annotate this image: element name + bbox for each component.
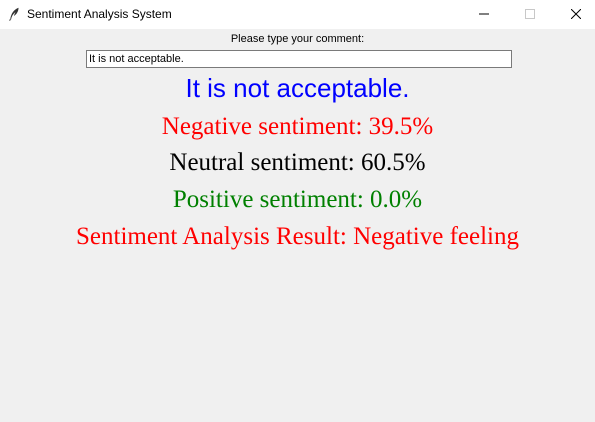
positive-sentiment-label: Positive sentiment: 0.0% [0, 185, 595, 215]
minimize-button[interactable] [461, 0, 507, 29]
maximize-button[interactable] [507, 0, 553, 29]
close-icon [571, 9, 581, 19]
feather-icon [8, 7, 20, 21]
comment-input[interactable] [86, 50, 512, 68]
negative-sentiment-label: Negative sentiment: 39.5% [0, 112, 595, 142]
analysis-result-label: Sentiment Analysis Result: Negative feel… [0, 222, 595, 252]
maximize-icon [525, 9, 535, 19]
neutral-sentiment-label: Neutral sentiment: 60.5% [0, 148, 595, 178]
window-title: Sentiment Analysis System [27, 7, 172, 21]
title-bar[interactable]: Sentiment Analysis System [0, 0, 595, 29]
close-button[interactable] [553, 0, 595, 29]
comment-prompt-label: Please type your comment: [0, 33, 595, 45]
echo-text: It is not acceptable. [0, 72, 595, 104]
minimize-icon [479, 9, 489, 19]
